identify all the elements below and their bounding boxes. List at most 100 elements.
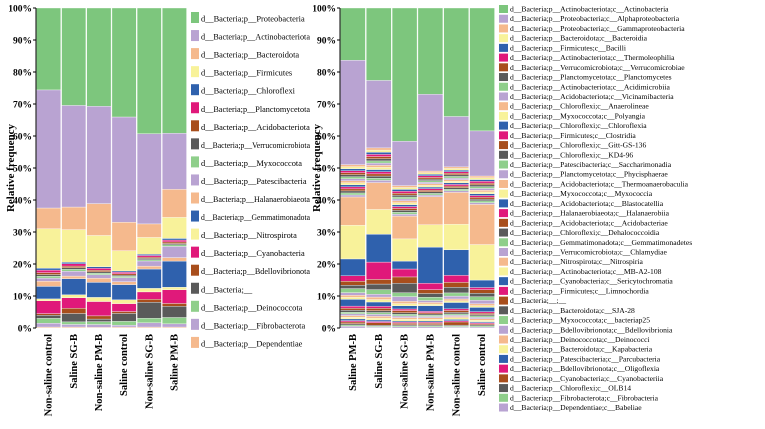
legend-swatch: [499, 267, 508, 276]
bar-segment: [443, 302, 469, 310]
category-label: Non-saline control: [451, 334, 462, 416]
legend-swatch: [499, 248, 508, 256]
bar-segment: [469, 300, 495, 305]
legend-swatch: [499, 92, 508, 101]
bar-segment: [391, 305, 418, 310]
bar-segment: [340, 281, 366, 286]
y-tick-label: 80%: [13, 69, 32, 79]
category-label: Saline control: [477, 334, 488, 396]
bar-segment: [61, 271, 87, 277]
bar-segment: [86, 272, 112, 275]
bar-segment: [136, 256, 162, 259]
bar-segment: [61, 7, 87, 106]
phylum-chart: Non-saline control Saline SG-B Non-saline …: [5, 5, 187, 416]
bar-segment: [340, 305, 366, 309]
legend-label: d__Bacteria;p__Chloroflexi;c__Anaeroline…: [510, 102, 649, 111]
bar-segment: [366, 152, 392, 155]
bar-segment: [391, 202, 418, 205]
bar-segment: [111, 321, 137, 326]
bar-segment: [469, 296, 495, 301]
legend-swatch: [499, 403, 508, 412]
bar-segment: [469, 320, 495, 322]
class-legend: d__Bacteria;p__Actinobacteriota;c__Actin…: [499, 5, 692, 412]
bar-segment: [162, 246, 187, 258]
bar-segment: [417, 182, 444, 185]
bar-segment: [469, 179, 495, 182]
bar-segment: [391, 283, 418, 293]
bar-segment: [443, 173, 469, 176]
bar-segment: [136, 322, 162, 328]
bar-segment: [417, 316, 444, 318]
bar-segment: [86, 321, 112, 325]
legend-label: d__Bacteria;p__Halanaerobiaeota;c__Halan…: [510, 209, 670, 218]
category-label: Saline control: [119, 334, 130, 396]
legend-label: d__Bacteria;p__Chloroflexi;c__OLB14: [510, 384, 631, 393]
bar-segment: [391, 141, 418, 186]
y-tick-label: 50%: [13, 165, 32, 175]
legend-swatch: [499, 24, 508, 33]
bar-segment: [86, 297, 112, 302]
bar-segment: [162, 239, 187, 243]
bar-segment: [340, 196, 366, 226]
bar-segment: [417, 293, 444, 298]
bar-segment: [443, 182, 469, 185]
bar-segment: [340, 320, 366, 323]
y-tick-label: 10%: [13, 293, 32, 303]
bar-segment: [366, 312, 392, 315]
y-tick-label: 80%: [317, 69, 336, 79]
legend-swatch: [191, 48, 199, 60]
legend-label: d__Bacteria;p__Patescibacteria;c__Parcub…: [510, 354, 661, 363]
bar-segment: [136, 291, 162, 300]
bar-segment: [61, 263, 87, 267]
bar-segment: [469, 202, 495, 205]
bar-segment: [391, 7, 418, 142]
bar-segment: [61, 206, 87, 230]
bar-segment: [443, 190, 469, 193]
bar-segment: [340, 225, 366, 260]
bar-segment: [86, 318, 112, 322]
bar-segment: [417, 323, 444, 325]
bar-segment: [136, 258, 162, 260]
bar-segment: [366, 173, 392, 177]
bar-segment: [391, 208, 418, 211]
bar-segment: [86, 235, 112, 267]
legend-label: d__Bacteria;p__Halanaerobiaeota: [201, 195, 310, 204]
legend-label: d__Bacteria;p__Patescibacteria: [201, 177, 307, 186]
legend-swatch: [499, 257, 508, 266]
bar-segment: [162, 244, 187, 247]
bar-segment: [340, 178, 366, 181]
bar-segment: [443, 179, 469, 182]
bar-segment: [111, 272, 137, 274]
bar-segment: [443, 282, 469, 288]
y-tick-label: 40%: [317, 197, 336, 207]
bar-segment: [340, 180, 366, 183]
bar-segment: [366, 80, 392, 149]
bar-segment: [340, 288, 366, 293]
bar-segment: [36, 313, 61, 316]
bar-segment: [391, 308, 418, 311]
bar-segment: [86, 268, 112, 271]
bar-segment: [469, 130, 495, 177]
bar-segment: [469, 279, 495, 288]
legend-label: d__Bacteria;p__Acidobacteriota;c__Blasto…: [510, 199, 664, 208]
bar-segment: [443, 286, 469, 294]
bar-segment: [366, 147, 392, 151]
bar-segment: [417, 191, 444, 194]
legend-swatch: [499, 179, 508, 188]
bar-segment: [86, 270, 112, 273]
bar-segment: [36, 274, 61, 277]
bar-segment: [443, 168, 469, 171]
bar-segment: [417, 326, 444, 329]
bar-segment: [36, 315, 61, 319]
y-tick-label: 100%: [8, 5, 32, 15]
legend-swatch: [191, 30, 199, 42]
legend-swatch: [191, 84, 199, 96]
legend-swatch: [499, 384, 508, 393]
legend-swatch: [499, 277, 508, 286]
legend-swatch: [499, 141, 508, 150]
bar-segment: [366, 289, 392, 295]
bar-segment: [417, 302, 444, 305]
category-label: Saline SG-B: [69, 334, 80, 389]
legend-swatch: [191, 228, 199, 240]
